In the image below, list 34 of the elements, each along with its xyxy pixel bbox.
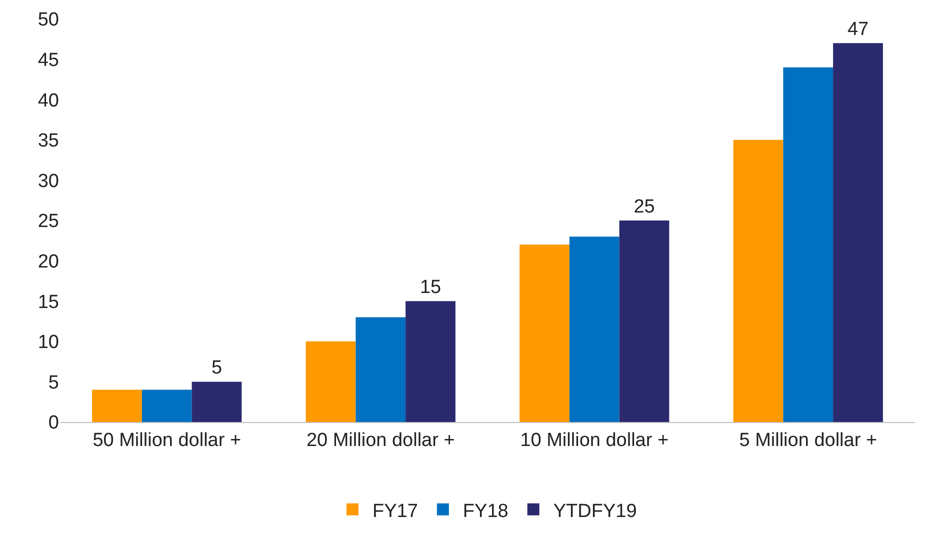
bar bbox=[92, 390, 142, 422]
legend-label: FY18 bbox=[462, 500, 508, 522]
y-tick-label: 50 bbox=[38, 10, 59, 31]
x-tick-label: 5 Million dollar + bbox=[739, 430, 878, 451]
bar bbox=[833, 43, 883, 422]
y-tick-label: 35 bbox=[38, 130, 59, 152]
y-tick-label: 25 bbox=[38, 211, 59, 232]
x-tick-label: 10 Million dollar + bbox=[520, 430, 669, 451]
bar bbox=[619, 220, 670, 422]
data-label: 47 bbox=[847, 19, 869, 40]
bar bbox=[306, 341, 356, 422]
legend-label: FY17 bbox=[372, 500, 418, 522]
y-tick-label: 15 bbox=[38, 292, 59, 313]
bar bbox=[142, 390, 192, 422]
y-tick-label: 40 bbox=[38, 90, 59, 112]
y-tick-label: 5 bbox=[48, 372, 59, 394]
y-tick-label: 45 bbox=[38, 50, 59, 71]
data-label: 25 bbox=[634, 196, 655, 218]
y-tick-label: 10 bbox=[38, 332, 59, 354]
y-tick-label: 30 bbox=[38, 170, 59, 192]
bar bbox=[356, 317, 406, 422]
bar bbox=[783, 67, 834, 422]
bar bbox=[733, 140, 784, 422]
data-label: 5 bbox=[211, 358, 222, 379]
bar bbox=[569, 236, 620, 422]
data-label: 15 bbox=[420, 277, 442, 298]
bar bbox=[406, 301, 456, 422]
x-tick-label: 20 Million dollar + bbox=[306, 430, 455, 451]
bar bbox=[192, 382, 242, 422]
y-tick-label: 0 bbox=[48, 412, 59, 434]
bar bbox=[520, 244, 570, 422]
legend-label: YTDFY19 bbox=[553, 500, 637, 522]
x-tick-label: 50 Million dollar + bbox=[92, 430, 242, 451]
y-tick-label: 20 bbox=[38, 251, 59, 272]
